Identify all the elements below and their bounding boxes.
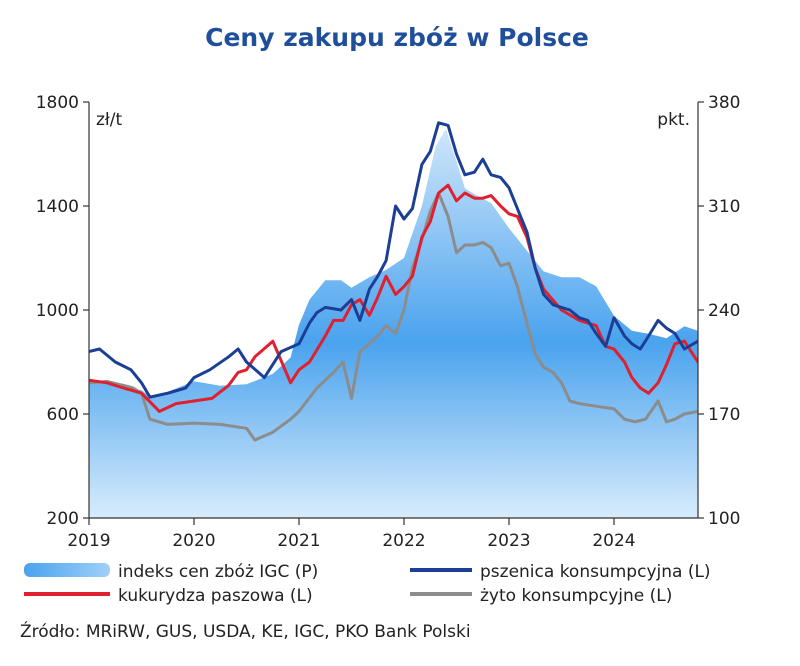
- source-note: Źródło: MRiRW, GUS, USDA, KE, IGC, PKO B…: [20, 620, 471, 642]
- x-tick-label: 2020: [172, 531, 215, 551]
- left-tick-label: 1000: [36, 301, 79, 321]
- right-tick-label: 310: [708, 197, 740, 217]
- right-axis-unit: pkt.: [657, 110, 690, 130]
- right-tick-label: 380: [708, 93, 740, 113]
- axis-ticks: 200 600 1000 1400 1800 100 170 240 310 380 2019 202…: [36, 93, 741, 551]
- legend-label-kukurydza: kukurydza paszowa (L): [118, 586, 313, 606]
- left-axis-unit: zł/t: [96, 110, 122, 130]
- legend: indeks cen zbóż IGC (P) pszenica konsump…: [24, 562, 711, 606]
- plot-area: [89, 121, 698, 518]
- right-tick-label: 170: [708, 405, 740, 425]
- left-tick-label: 600: [47, 405, 79, 425]
- chart-title: Ceny zakupu zbóż w Polsce: [205, 23, 589, 52]
- x-tick-label: 2021: [277, 531, 320, 551]
- x-tick-label: 2019: [67, 531, 110, 551]
- series-area-igc: [89, 128, 698, 518]
- x-tick-label: 2024: [592, 531, 635, 551]
- legend-swatch-igc: [24, 563, 110, 577]
- left-tick-label: 1800: [36, 93, 79, 113]
- left-tick-label: 200: [47, 509, 79, 529]
- series-line-pszenica: [89, 121, 698, 399]
- x-tick-label: 2022: [382, 531, 425, 551]
- series-line-kukurydza: [89, 183, 698, 413]
- left-tick-label: 1400: [36, 197, 79, 217]
- right-tick-label: 240: [708, 301, 740, 321]
- legend-label-igc: indeks cen zbóż IGC (P): [118, 562, 318, 582]
- x-tick-label: 2023: [487, 531, 530, 551]
- legend-label-pszenica: pszenica konsumpcyjna (L): [480, 562, 711, 582]
- right-tick-label: 100: [708, 509, 740, 529]
- legend-label-zyto: żyto konsumpcyjne (L): [480, 586, 672, 606]
